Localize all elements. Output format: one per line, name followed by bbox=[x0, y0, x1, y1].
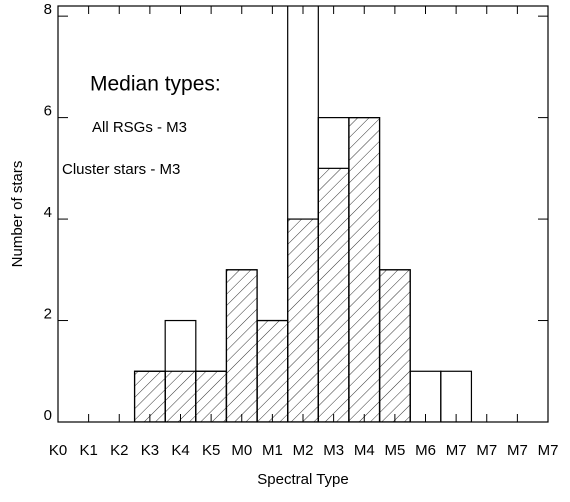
x-tick-label: M1 bbox=[262, 442, 283, 459]
y-tick-label: 0 bbox=[44, 407, 52, 424]
x-tick-label: K1 bbox=[79, 442, 97, 459]
x-tick-label: M7 bbox=[476, 442, 497, 459]
bar bbox=[348, 117, 381, 422]
x-tick-label: K5 bbox=[202, 442, 220, 459]
y-axis-label: Number of stars bbox=[9, 161, 26, 268]
x-tick-label: M0 bbox=[231, 442, 252, 459]
x-tick-label: M6 bbox=[415, 442, 436, 459]
bar bbox=[225, 269, 258, 422]
x-tick-label: M5 bbox=[384, 442, 405, 459]
y-tick-label: 8 bbox=[44, 1, 52, 18]
y-tick-label: 6 bbox=[44, 103, 52, 120]
chart-title: Median types: bbox=[90, 73, 221, 96]
x-tick-label: M2 bbox=[293, 442, 314, 459]
x-tick-label: M7 bbox=[446, 442, 467, 459]
bar bbox=[378, 269, 411, 422]
annotation: All RSGs - M3 bbox=[92, 119, 187, 136]
x-tick-label: K0 bbox=[49, 442, 67, 459]
annotation: Cluster stars - M3 bbox=[62, 161, 180, 178]
x-tick-label: K4 bbox=[171, 442, 189, 459]
x-tick-label: M7 bbox=[538, 442, 559, 459]
x-tick-label: K2 bbox=[110, 442, 128, 459]
y-tick-label: 4 bbox=[44, 204, 52, 221]
x-axis-label: Spectral Type bbox=[257, 471, 348, 488]
x-tick-label: M3 bbox=[323, 442, 344, 459]
y-tick-label: 2 bbox=[44, 306, 52, 323]
x-tick-label: K3 bbox=[141, 442, 159, 459]
x-tick-label: M7 bbox=[507, 442, 528, 459]
bar bbox=[256, 319, 289, 422]
plot-area bbox=[133, 6, 473, 422]
bar bbox=[287, 218, 319, 422]
x-tick-label: M4 bbox=[354, 442, 375, 459]
bar bbox=[317, 167, 350, 422]
